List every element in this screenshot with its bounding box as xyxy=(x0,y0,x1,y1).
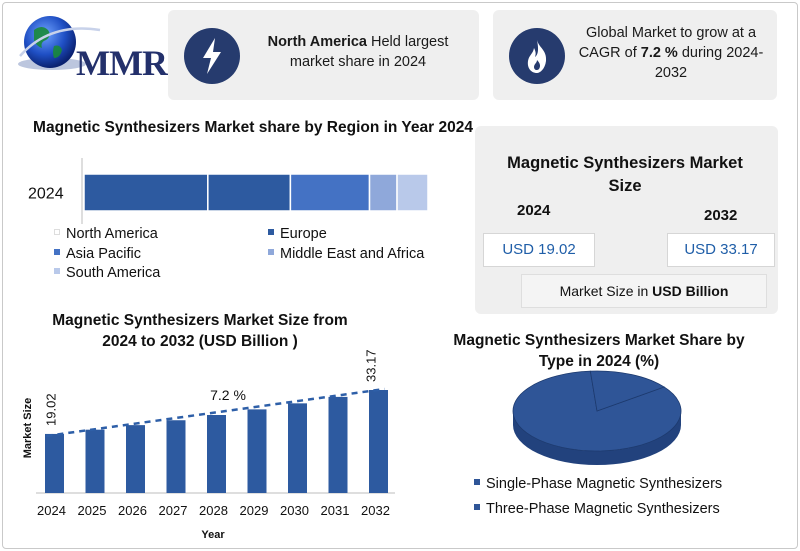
size-bar xyxy=(207,414,226,493)
region-chart-title: Magnetic Synthesizers Market share by Re… xyxy=(33,119,473,136)
highlight-text-region: North America Held largest market share … xyxy=(250,32,466,72)
region-bar-segment xyxy=(289,173,371,212)
size-y-axis-label: Market Size xyxy=(22,398,34,459)
data-label-first: 19.02 xyxy=(44,393,59,426)
region-bar-segment xyxy=(207,173,292,212)
logo-text: MMR xyxy=(76,43,168,83)
flame-icon xyxy=(509,28,565,84)
highlight-card-cagr: Global Market to grow at a CAGR of 7.2 %… xyxy=(493,10,777,100)
legend-label: Single-Phase Magnetic Synthesizers xyxy=(486,476,723,492)
market-size-title: Magnetic Synthesizers Market Size xyxy=(507,154,743,195)
unit-note: Market Size in USD Billion xyxy=(521,274,767,308)
region-bar-segment xyxy=(396,173,429,212)
highlight-bold: North America xyxy=(267,34,367,50)
region-bar-segment xyxy=(368,173,398,212)
legend-label: Asia Pacific xyxy=(66,246,141,262)
size-x-axis-label: Year xyxy=(201,529,225,541)
data-label-last: 33.17 xyxy=(364,349,379,382)
legend-label: South America xyxy=(66,265,161,281)
size-tick-label: 2029 xyxy=(240,503,269,518)
legend-label: Europe xyxy=(280,226,327,242)
size-tick-label: 2032 xyxy=(361,503,390,518)
legend-swatch xyxy=(474,479,480,486)
pie-side-wall xyxy=(513,411,681,465)
unit-bold: USD Billion xyxy=(652,283,729,299)
legend-swatch xyxy=(54,229,60,236)
trend-line xyxy=(46,387,385,438)
pie-legend-item: Three-Phase Magnetic Synthesizers xyxy=(474,501,720,517)
highlight-rest: Held largest market share in 2024 xyxy=(289,34,449,70)
size-bar xyxy=(85,429,105,493)
unit-pre: Market Size in xyxy=(559,283,653,299)
pie-legend-item: Single-Phase Magnetic Synthesizers xyxy=(474,476,722,492)
year-2032-label: 2032 xyxy=(704,207,738,224)
size-bar xyxy=(247,409,267,493)
size-bar xyxy=(288,403,307,493)
highlight-pre: Global Market to grow at a CAGR of xyxy=(578,25,757,61)
cagr-trend-label: 7.2 % xyxy=(210,387,246,403)
region-legend-item: South America xyxy=(54,265,160,281)
size-tick-label: 2026 xyxy=(118,503,147,518)
highlight-text-cagr: Global Market to grow at a CAGR of 7.2 %… xyxy=(571,23,771,83)
size-tick-label: 2025 xyxy=(78,503,107,518)
share-chart-title: Magnetic Synthesizers Market Share by Ty… xyxy=(453,332,745,370)
size-chart-title: Magnetic Synthesizers Market Size from 2… xyxy=(52,312,348,350)
size-tick-label: 2030 xyxy=(280,503,309,518)
legend-label: Three-Phase Magnetic Synthesizers xyxy=(486,501,720,517)
lightning-icon xyxy=(184,28,240,84)
size-bar xyxy=(126,425,145,493)
year-2024-label: 2024 xyxy=(517,202,551,219)
legend-label: North America xyxy=(66,226,158,242)
highlight-rest: during 2024-2032 xyxy=(654,45,764,81)
globe-icon xyxy=(18,16,101,70)
region-legend-item: Europe xyxy=(268,226,327,242)
size-tick-label: 2028 xyxy=(199,503,228,518)
legend-swatch xyxy=(54,249,60,256)
highlight-bold: 7.2 % xyxy=(640,45,678,61)
legend-label: Middle East and Africa xyxy=(280,246,425,262)
region-bar-segment xyxy=(83,173,209,212)
region-legend-item: Middle East and Africa xyxy=(268,246,424,262)
region-category-label: 2024 xyxy=(28,186,64,203)
size-tick-label: 2024 xyxy=(37,503,66,518)
legend-swatch xyxy=(474,504,480,511)
mmr-logo: MMR xyxy=(14,12,168,83)
size-bar xyxy=(166,420,186,493)
region-legend-item: Asia Pacific xyxy=(54,246,141,262)
legend-swatch xyxy=(54,268,60,275)
legend-swatch xyxy=(268,249,274,256)
size-bar xyxy=(328,396,348,493)
size-tick-label: 2031 xyxy=(321,503,350,518)
pie-slice-three-phase xyxy=(589,370,666,412)
region-legend-item: North America xyxy=(54,226,158,242)
value-2032: USD 33.17 xyxy=(667,233,775,267)
legend-swatch xyxy=(268,229,274,236)
value-2024: USD 19.02 xyxy=(483,233,595,267)
highlight-card-region: North America Held largest market share … xyxy=(168,10,479,100)
size-bar xyxy=(369,390,388,493)
size-tick-label: 2027 xyxy=(159,503,188,518)
size-bar xyxy=(45,433,64,493)
